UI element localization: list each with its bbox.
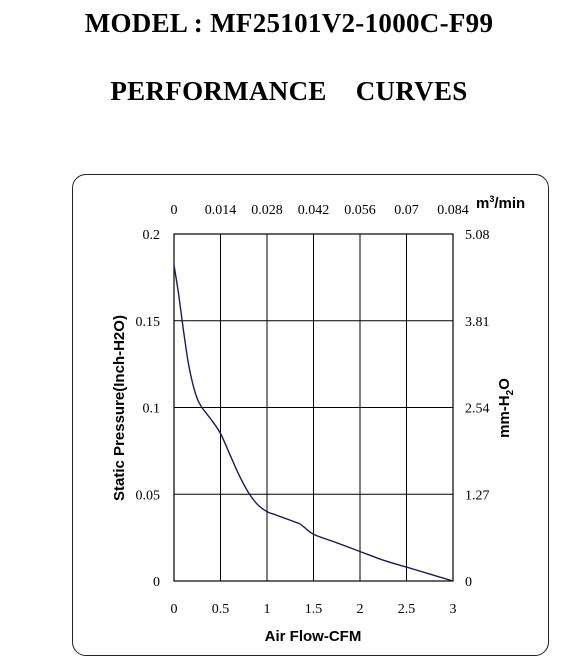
x-tick-label: 0 xyxy=(171,602,178,617)
y2-tick-label: 3.81 xyxy=(465,315,490,330)
y2-tick-label: 2.54 xyxy=(465,402,490,417)
performance-curve xyxy=(173,265,454,582)
grid xyxy=(174,234,453,581)
y2-axis-title: mm-H2O xyxy=(496,378,516,438)
x-tick-label: 1 xyxy=(264,602,271,617)
x2-tick-label: 0.042 xyxy=(298,203,330,218)
x-tick-label: 2.5 xyxy=(398,602,416,617)
x-tick-label: 3 xyxy=(450,602,457,617)
y-axis-title: Static Pressure(Inch-H2O) xyxy=(111,315,128,501)
y-tick-label: 0.1 xyxy=(143,402,161,417)
y2-tick-label: 1.27 xyxy=(465,488,490,503)
x2-tick-label: 0.084 xyxy=(437,203,469,218)
plot-area xyxy=(173,233,454,582)
model-title: MODEL : MF25101V2-1000C-F99 xyxy=(84,8,494,38)
chart-frame xyxy=(72,174,549,656)
x-tick-label: 2 xyxy=(357,602,364,617)
y-tick-label: 0 xyxy=(153,575,160,590)
y2-tick-label: 0 xyxy=(465,575,472,590)
x-tick-label: 1.5 xyxy=(305,602,323,617)
x2-tick-label: 0.056 xyxy=(344,203,376,218)
y-tick-label: 0.2 xyxy=(143,228,161,243)
y2-tick-label: 5.08 xyxy=(465,228,490,243)
tick-labels: 000.50.01410.0281.50.04220.0562.50.0730.… xyxy=(136,203,490,617)
x2-tick-label: 0.014 xyxy=(205,203,237,218)
x-tick-label: 0.5 xyxy=(212,602,230,617)
y-tick-label: 0.05 xyxy=(136,488,161,503)
x2-tick-label: 0 xyxy=(171,203,178,218)
x-axis-title: Air Flow-CFM xyxy=(265,628,362,645)
x2-tick-label: 0.07 xyxy=(394,203,419,218)
x2-tick-label: 0.028 xyxy=(251,203,283,218)
x2-axis-title: m3/min xyxy=(476,194,525,212)
performance-curves-title: PERFORMANCE CURVES xyxy=(110,76,468,106)
y-tick-label: 0.15 xyxy=(136,315,161,330)
